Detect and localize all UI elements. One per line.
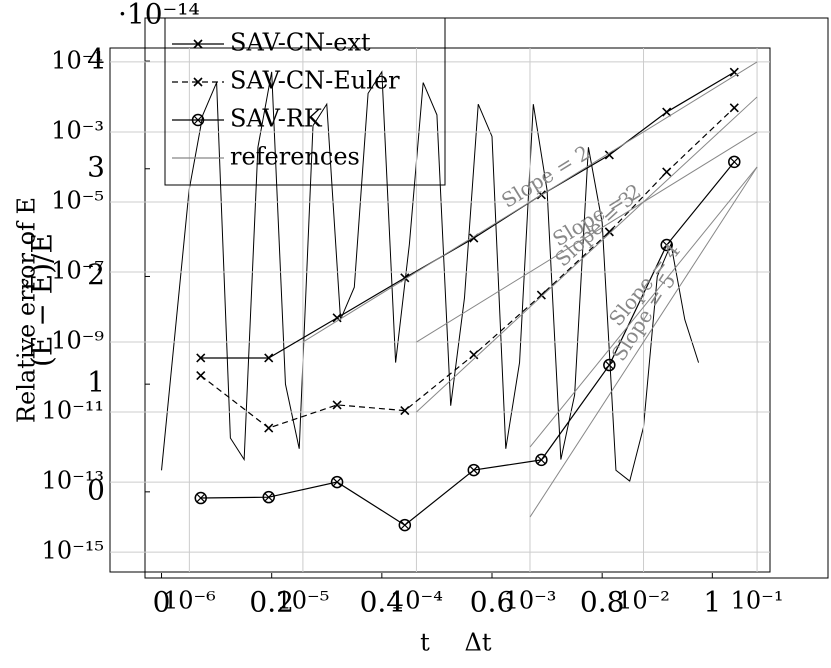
y-axis-label: Relative error of E [13, 197, 41, 423]
marker-cross [400, 520, 410, 530]
marker-ring [660, 238, 673, 252]
y-tick-label: 1 [87, 366, 105, 399]
y-tick-label: 10⁻¹⁵ [42, 537, 104, 565]
marker-cross [469, 465, 479, 475]
y-tick-label: 0 [87, 473, 105, 506]
legend-label: SAV-RK [230, 105, 323, 133]
marker [729, 103, 739, 113]
y-tick-label: 10⁻¹³ [42, 467, 104, 495]
marker [535, 453, 548, 467]
multiplier: ·10⁻¹⁴ [118, 0, 200, 31]
marker-ring [728, 155, 741, 169]
legend-marker-x [193, 77, 203, 87]
reference-line [302, 61, 758, 343]
marker-cross [264, 492, 274, 502]
marker [729, 67, 739, 77]
x-tick-label: 0.4 [360, 586, 405, 619]
y-axis-label: (E − Ẽ)/E [26, 233, 59, 367]
x-tick-label: 0.2 [249, 586, 294, 619]
y-tick-label: 10⁻⁵ [51, 186, 104, 214]
y-tick-label: 10⁻³ [51, 116, 104, 144]
legend-marker [193, 77, 203, 87]
marker [264, 353, 274, 363]
x-tick-label: 1 [703, 586, 721, 619]
y-tick-label: 10⁻⁹ [51, 327, 104, 355]
y-tick-label: 2 [87, 258, 105, 291]
y-tick-label: 4 [87, 43, 105, 76]
marker-cross [537, 455, 546, 465]
x-axis-label: Δt [465, 629, 492, 657]
x-tick-label: 0.8 [580, 586, 625, 619]
marker [604, 150, 614, 160]
signal-line [161, 70, 700, 482]
marker-cross [332, 477, 342, 487]
x-tick-label: 0.6 [470, 586, 515, 619]
y-tick-label: 10⁻¹¹ [42, 397, 104, 425]
reference-line [529, 166, 758, 518]
marker [398, 518, 412, 532]
plot-frame-overlay [144, 17, 829, 579]
reference-line [416, 96, 758, 413]
legend-marker-ring [191, 113, 205, 127]
y-tick-label: 10⁻¹ [51, 46, 104, 74]
marker [332, 313, 342, 323]
marker [262, 490, 275, 504]
x-tick-label: 10⁻⁵ [276, 587, 329, 615]
legend-marker-x [193, 39, 203, 49]
x-axis-label: t [420, 629, 430, 657]
reference-line [529, 166, 758, 448]
legend-label: SAV-CN-ext [230, 29, 371, 57]
marker [264, 423, 274, 433]
marker-ring [603, 358, 616, 372]
marker-cross [196, 493, 206, 503]
legend-marker-cross [193, 115, 203, 125]
legend-label: SAV-CN-Euler [230, 67, 400, 95]
marker [332, 400, 342, 410]
marker [194, 491, 208, 505]
marker-ring [535, 453, 548, 467]
x-tick-label: 10⁻⁶ [163, 587, 216, 615]
x-tick-label: 10⁻⁴ [390, 587, 443, 615]
marker [196, 353, 206, 363]
legend-box [164, 17, 446, 186]
marker [604, 227, 614, 237]
marker-ring [467, 463, 481, 477]
y-tick-label: 10⁻⁷ [51, 257, 104, 285]
marker [728, 155, 741, 169]
marker-ring [262, 490, 275, 504]
marker [662, 107, 672, 117]
series-line [200, 161, 735, 526]
marker [603, 358, 616, 372]
legend-label: references [230, 143, 360, 171]
legend-marker [191, 113, 205, 127]
marker [467, 463, 481, 477]
marker [536, 290, 546, 300]
marker-ring [330, 475, 344, 489]
x-tick-label: 0 [153, 586, 171, 619]
plot-frame [109, 47, 771, 573]
marker-cross [729, 157, 739, 167]
x-tick-label: 10⁻³ [504, 587, 557, 615]
x-tick-label: 10⁻¹ [731, 587, 784, 615]
marker [400, 406, 410, 416]
legend: SAV-CN-ext SAV-CN-Euler SAV-RK references [164, 17, 446, 186]
marker-ring [398, 518, 412, 532]
marker [660, 238, 673, 252]
marker [196, 371, 206, 381]
marker-cross [662, 240, 672, 250]
marker [469, 350, 479, 360]
x-tick-label: 10⁻² [617, 587, 670, 615]
y-tick-label: 3 [87, 150, 105, 183]
legend-marker [193, 39, 203, 49]
marker [662, 167, 672, 177]
reference-line [416, 131, 758, 343]
marker-cross [605, 360, 614, 370]
marker-ring [194, 491, 208, 505]
marker [330, 475, 344, 489]
